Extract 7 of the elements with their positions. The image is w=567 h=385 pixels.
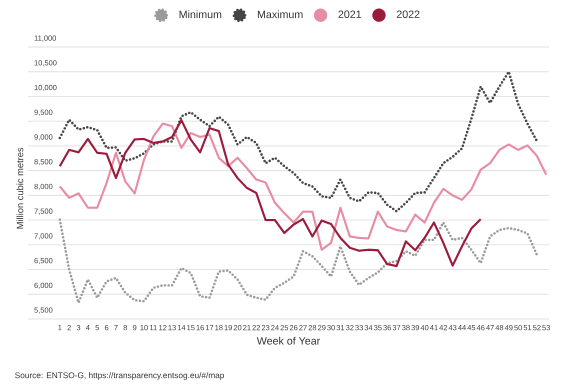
- legend-label: 2021: [338, 10, 362, 18]
- y-axis-title: Million cubic metres: [16, 148, 24, 229]
- x-axis-title: Week of Year: [256, 336, 320, 345]
- legend-label: Maximum: [258, 10, 303, 18]
- legend-label: 2022: [396, 10, 420, 18]
- source-note: Source: ENTSO-G, https://transparency.entsog.eu/#/map: [15, 372, 224, 380]
- legend-label: Minimum: [180, 10, 222, 18]
